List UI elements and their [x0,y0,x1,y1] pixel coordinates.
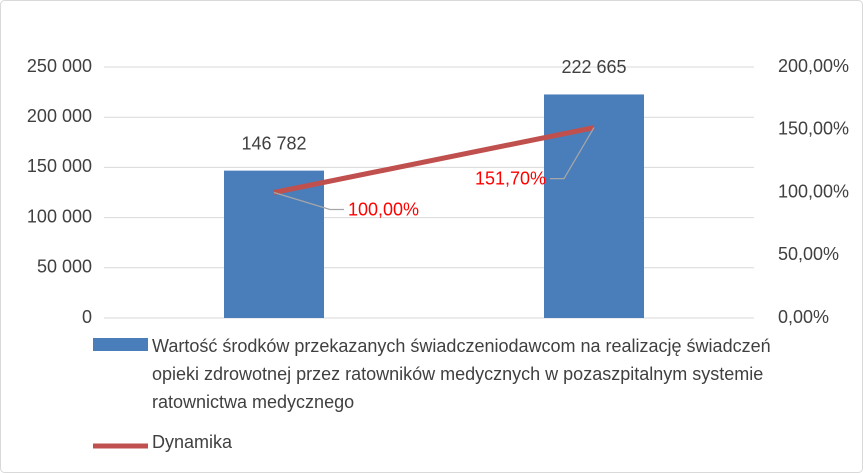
leader-line [550,127,595,180]
y-tick-label: 100 000 [27,206,92,226]
y2-tick-label: 150,00% [778,119,849,139]
y-tick-label: 250 000 [27,56,92,76]
legend-bar-swatch [93,338,148,351]
y2-tick-label: 50,00% [778,244,839,264]
y-tick-label: 200 000 [27,106,92,126]
y-tick-label: 0 [82,307,92,327]
line-value-label: 151,70% [475,168,546,188]
line [273,125,595,195]
y2-tick-label: 100,00% [778,181,849,201]
y2-tick-label: 0,00% [778,307,829,327]
y2-tick-label: 200,00% [778,56,849,76]
line-value-label: 100,00% [348,199,419,219]
bar [224,170,324,318]
bar [544,94,644,319]
legend-line-label: Dynamika [152,432,233,452]
bar-value-label: 146 782 [241,133,306,153]
bar-value-label: 222 665 [561,57,626,77]
y-tick-label: 150 000 [27,156,92,176]
legend-bar-label: Wartość środków przekazanych świadczenio… [152,336,771,412]
leader-line [273,191,344,211]
y-tick-label: 50 000 [37,257,92,277]
